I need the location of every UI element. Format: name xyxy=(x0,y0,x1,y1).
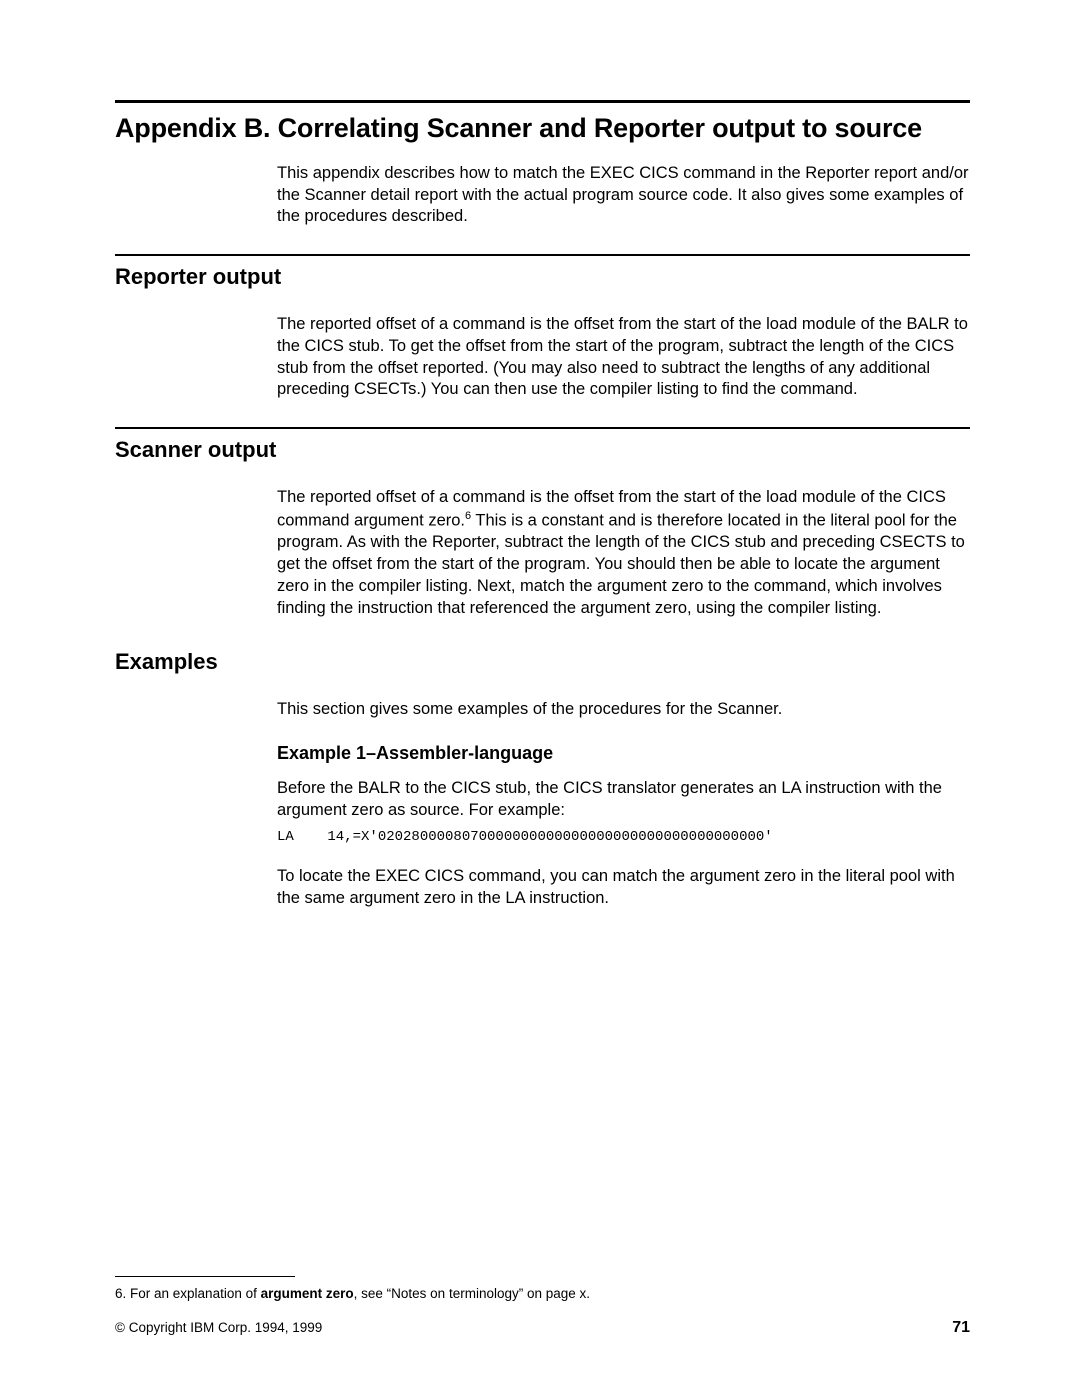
footnote-num: 6. xyxy=(115,1286,126,1301)
footnote-rule xyxy=(115,1276,295,1277)
example1-code: LA 14,=X'0202800008070000000000000000000… xyxy=(277,828,970,846)
scanner-body: The reported offset of a command is the … xyxy=(277,487,970,619)
footnote-bold: argument zero xyxy=(261,1286,354,1301)
heading-example1: Example 1–Assembler-language xyxy=(277,743,970,764)
examples-intro: This section gives some examples of the … xyxy=(277,699,970,721)
page-bottom: 6. For an explanation of argument zero, … xyxy=(115,1276,970,1337)
heading-reporter: Reporter output xyxy=(115,264,970,290)
example1-body2: To locate the EXEC CICS command, you can… xyxy=(277,866,970,910)
top-rule xyxy=(115,100,970,103)
section-rule-scanner xyxy=(115,427,970,429)
section-rule-reporter xyxy=(115,254,970,256)
appendix-title: Appendix B. Correlating Scanner and Repo… xyxy=(115,113,970,145)
footnote-post: , see “Notes on terminology” on page x. xyxy=(354,1286,590,1301)
example1-body1: Before the BALR to the CICS stub, the CI… xyxy=(277,778,970,822)
copyright-text: © Copyright IBM Corp. 1994, 1999 xyxy=(115,1320,322,1335)
footnote-pre: For an explanation of xyxy=(126,1286,260,1301)
appendix-intro: This appendix describes how to match the… xyxy=(277,163,970,228)
reporter-body: The reported offset of a command is the … xyxy=(277,314,970,401)
page-number: 71 xyxy=(952,1319,970,1337)
footnote-6: 6. For an explanation of argument zero, … xyxy=(115,1285,970,1303)
heading-scanner: Scanner output xyxy=(115,437,970,463)
page-footer: © Copyright IBM Corp. 1994, 1999 71 xyxy=(115,1319,970,1337)
heading-examples: Examples xyxy=(115,649,970,675)
